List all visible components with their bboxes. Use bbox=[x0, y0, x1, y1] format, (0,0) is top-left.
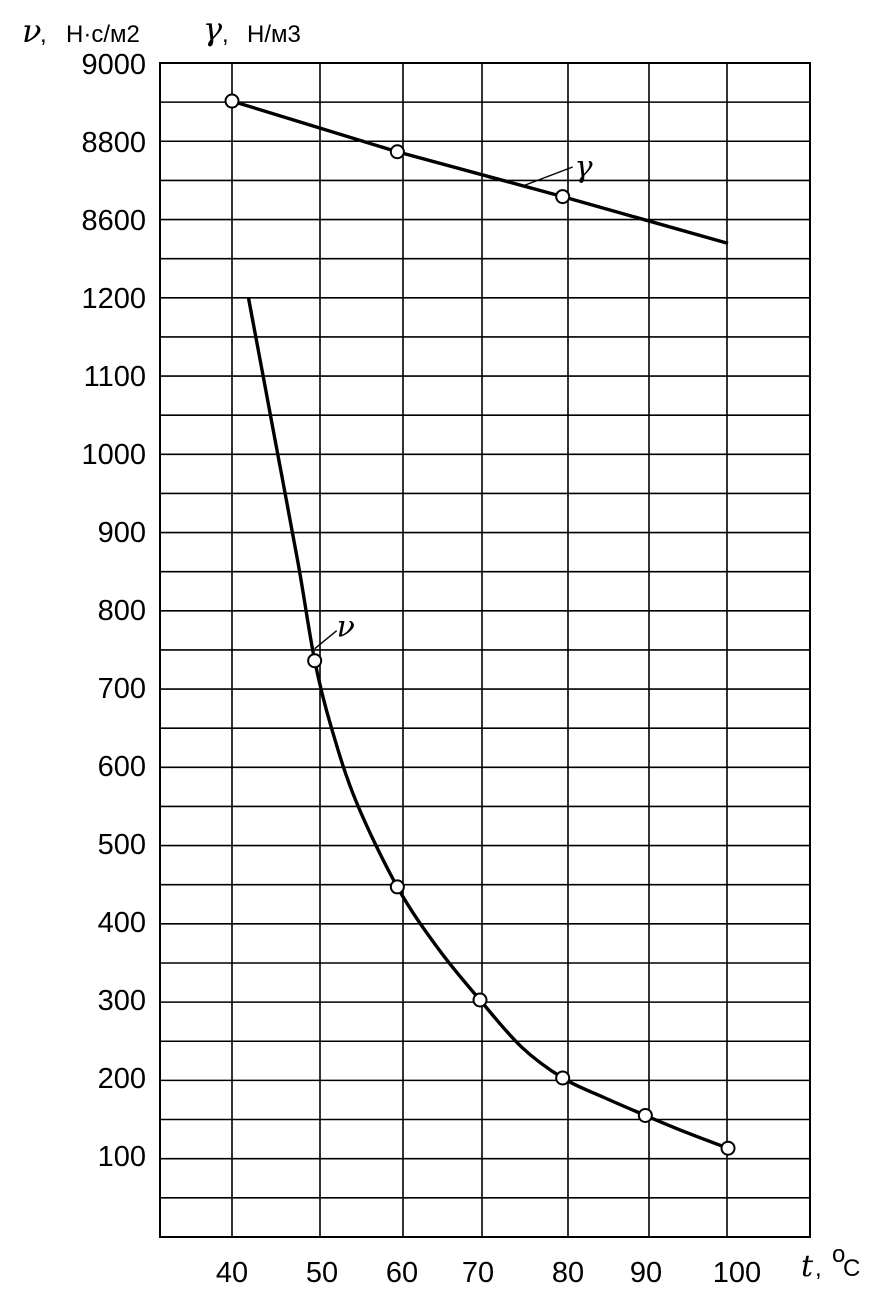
x-tick-label: 40 bbox=[216, 1257, 248, 1289]
y-right-comma: , bbox=[222, 21, 229, 48]
data-point-marker-gamma bbox=[224, 93, 240, 109]
data-point-marker-gamma bbox=[389, 144, 405, 160]
data-point-marker-nu bbox=[389, 879, 405, 895]
y-tick-label-nu: 1000 bbox=[81, 439, 146, 471]
y-right-symbol: γ bbox=[203, 10, 223, 48]
x-axis-var: t bbox=[801, 1249, 814, 1284]
series-label-leader bbox=[314, 630, 338, 650]
series-label-gamma: γ bbox=[575, 150, 593, 185]
y-tick-label-nu: 1100 bbox=[84, 361, 146, 393]
plot-frame bbox=[159, 62, 811, 1238]
y-tick-label-gamma: 9000 bbox=[81, 49, 146, 81]
y-left-comma: , bbox=[40, 21, 47, 48]
y-tick-label-nu: 300 bbox=[98, 985, 146, 1017]
data-point-marker-nu bbox=[307, 653, 323, 669]
data-point-marker-nu bbox=[637, 1107, 653, 1123]
y-left-symbol: ν bbox=[22, 12, 41, 50]
series-line-nu bbox=[246, 297, 729, 1150]
series-markers bbox=[224, 93, 736, 1156]
y-tick-label-nu: 600 bbox=[98, 751, 146, 783]
y-tick-label-nu: 400 bbox=[98, 907, 146, 939]
data-point-marker-gamma bbox=[555, 189, 571, 205]
data-point-marker-nu bbox=[555, 1070, 571, 1086]
x-tick-label: 90 bbox=[630, 1257, 662, 1289]
x-tick-label: 70 bbox=[462, 1257, 494, 1289]
plot-border bbox=[159, 62, 811, 1238]
x-tick-labels: 40 50 60 70 80 90 100 bbox=[216, 1257, 761, 1289]
y-tick-labels: 9000 8800 8600 1200 1100 1000 900 800 700 600 500 4… bbox=[81, 49, 146, 1173]
data-point-marker-nu bbox=[472, 992, 488, 1008]
y-tick-label-nu: 500 bbox=[98, 829, 146, 861]
series-lines bbox=[231, 99, 729, 1150]
series-label-nu: ν bbox=[337, 610, 355, 645]
y-tick-label-nu: 1200 bbox=[81, 283, 146, 315]
x-axis-unit-main: C bbox=[843, 1255, 860, 1282]
x-tick-label: 80 bbox=[552, 1257, 584, 1289]
y-right-unit: Н/м3 bbox=[247, 21, 301, 48]
x-tick-label: 60 bbox=[386, 1257, 418, 1289]
y-tick-label-nu: 800 bbox=[98, 595, 146, 627]
x-axis-unit-sup: o bbox=[832, 1241, 845, 1268]
data-point-marker-nu bbox=[720, 1140, 736, 1156]
y-tick-label-nu: 100 bbox=[98, 1141, 146, 1173]
series-label-leader bbox=[522, 166, 573, 187]
series-line-gamma bbox=[231, 99, 729, 246]
series-labels: γν bbox=[314, 150, 593, 650]
y-left-unit: Н·с/м2 bbox=[66, 21, 140, 48]
y-tick-label-nu: 700 bbox=[98, 673, 146, 705]
x-tick-label: 50 bbox=[306, 1257, 338, 1289]
y-tick-label-gamma: 8800 bbox=[81, 127, 146, 159]
x-tick-label: 100 bbox=[713, 1257, 761, 1289]
x-axis-comma: , bbox=[815, 1255, 822, 1282]
grid bbox=[159, 62, 811, 1238]
y-tick-label-nu: 900 bbox=[98, 517, 146, 549]
y-tick-label-nu: 200 bbox=[98, 1063, 146, 1095]
y-tick-label-gamma: 8600 bbox=[81, 205, 146, 237]
